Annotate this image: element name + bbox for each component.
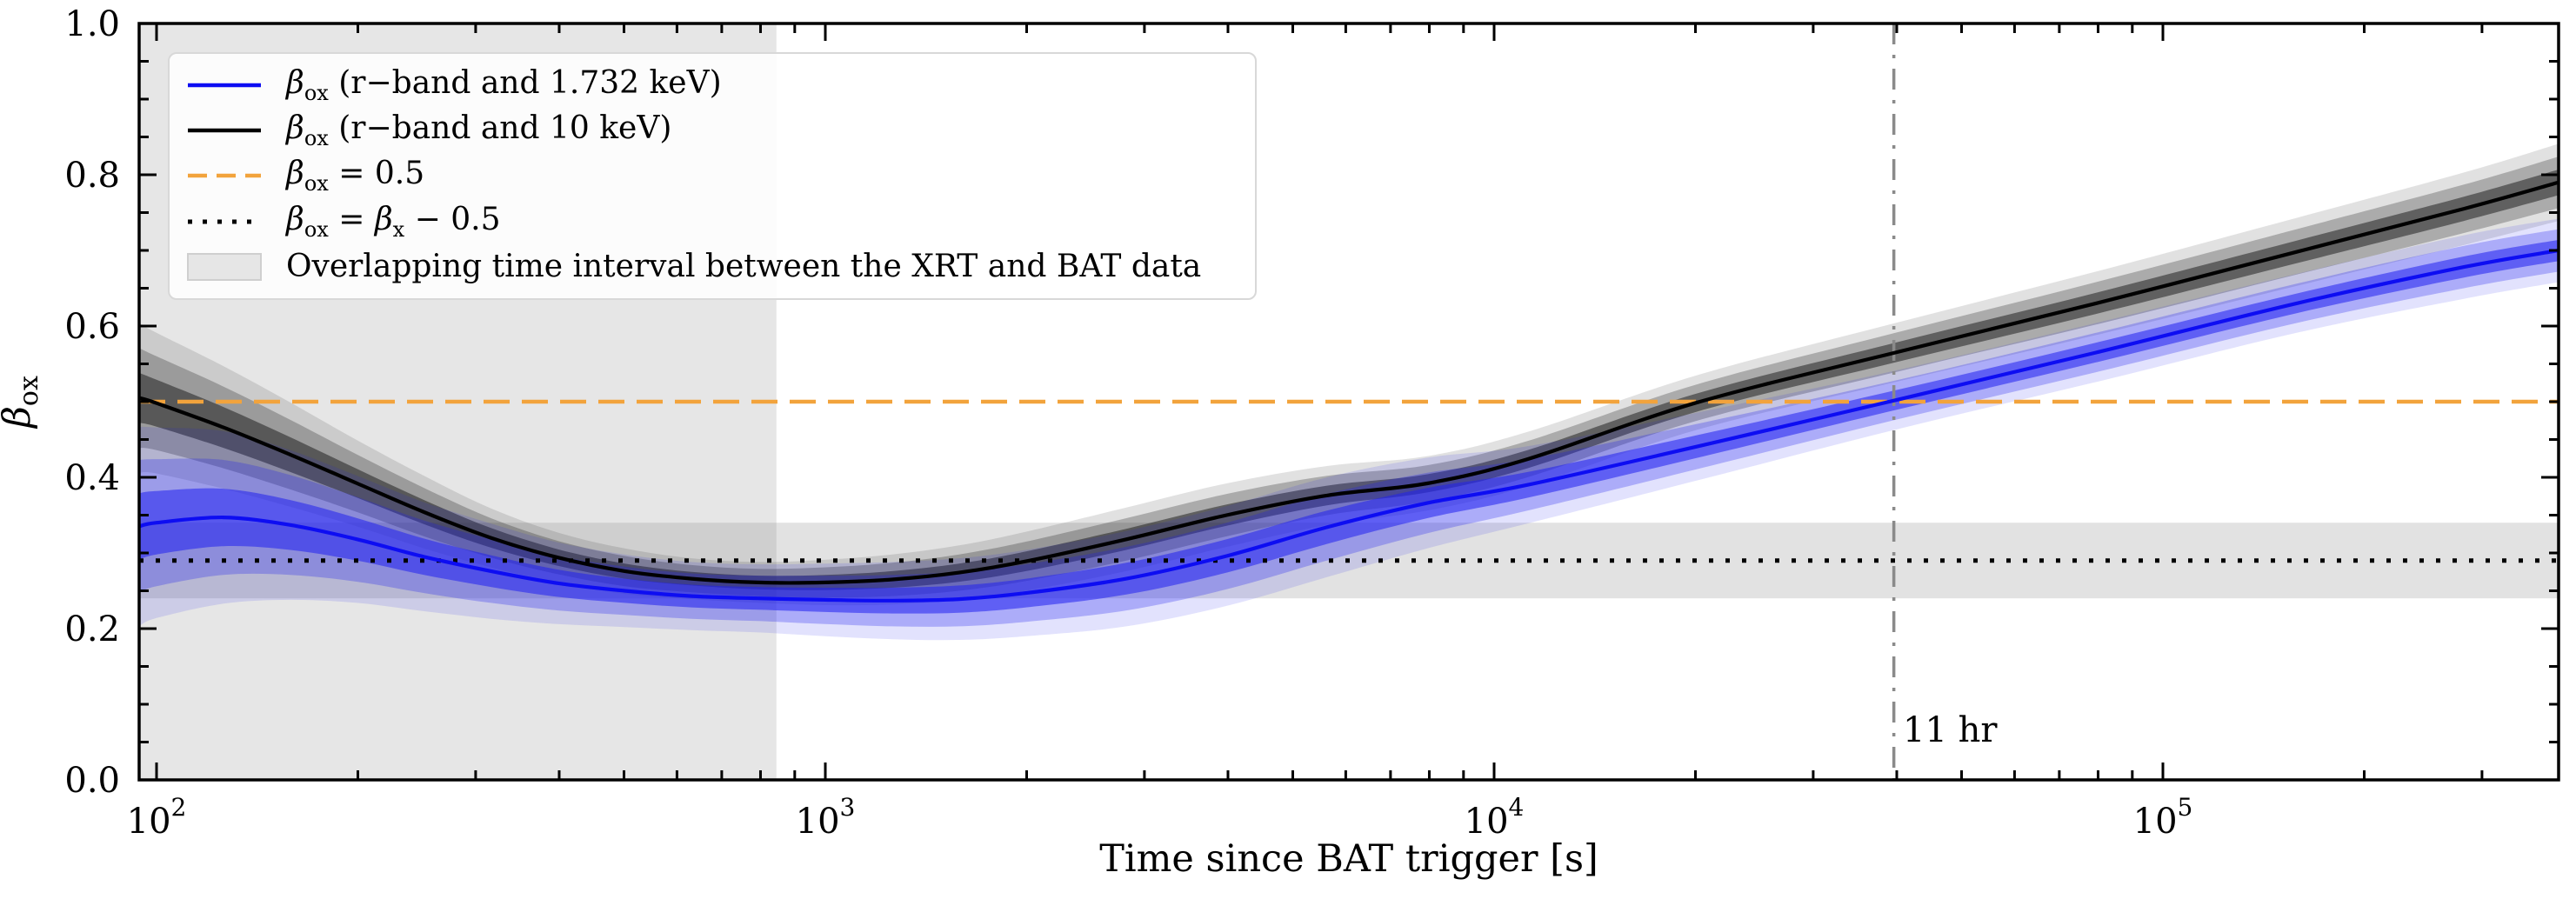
- x-tick-label: 105: [2133, 793, 2193, 842]
- legend-handle-line-solid: [188, 83, 261, 88]
- y-tick-label: 0.2: [64, 609, 120, 649]
- legend-handle-patch: [187, 252, 262, 281]
- legend-item-4: Overlapping time interval between the XR…: [185, 244, 1239, 289]
- axes-and-ticks: [137, 22, 2560, 782]
- uncertainty-bands: [139, 143, 2559, 641]
- legend-item-0: βox (r−band and 1.732 keV): [185, 63, 1239, 108]
- legend: βox (r−band and 1.732 keV) βox (r−band an…: [168, 52, 1257, 300]
- data-curves: [139, 180, 2559, 603]
- tick-labels: 0.0 0.2 0.4 0.6 0.8 1.0 102 103 104 105: [64, 4, 2192, 842]
- legend-label-2: βox = 0.5: [286, 156, 425, 196]
- x-axis-label: Time since BAT trigger [s]: [1099, 837, 1598, 881]
- y-tick-label: 1.0: [64, 4, 120, 44]
- y-axis-label-subscript: ox: [14, 376, 44, 406]
- legend-handle-line-solid: [188, 129, 261, 133]
- curve-series-0: [139, 180, 2559, 585]
- legend-patch-swatch: [187, 252, 262, 281]
- curve-series-1: [139, 248, 2559, 603]
- legend-label-4: Overlapping time interval between the XR…: [286, 249, 1202, 285]
- y-axis-label: βox: [0, 376, 44, 430]
- legend-label-1: βox (r−band and 10 keV): [286, 110, 672, 151]
- y-axis-label-symbol: β: [0, 406, 39, 430]
- y-tick-label: 0.4: [64, 458, 120, 498]
- y-tick-label: 0.6: [64, 307, 120, 347]
- vline-annotation: 11 hr: [1903, 710, 1998, 750]
- x-tick-label: 104: [1465, 793, 1525, 842]
- legend-handle-line-dotted: [188, 219, 261, 224]
- band-3sigma-series-1: [139, 218, 2559, 641]
- legend-item-3: βox = βx − 0.5: [185, 199, 1239, 243]
- x-tick-label: 103: [796, 793, 856, 842]
- legend-item-1: βox (r−band and 10 keV): [185, 109, 1239, 153]
- y-tick-label: 0.8: [64, 156, 120, 196]
- legend-handle-line-dashed: [188, 174, 261, 178]
- legend-item-2: βox = 0.5: [185, 154, 1239, 198]
- legend-label-3: βox = βx − 0.5: [286, 201, 501, 242]
- legend-label-0: βox (r−band and 1.732 keV): [286, 65, 722, 106]
- x-tick-label: 102: [127, 793, 187, 842]
- band-2sigma-series-1: [139, 229, 2559, 627]
- y-tick-label: 0.0: [64, 761, 120, 801]
